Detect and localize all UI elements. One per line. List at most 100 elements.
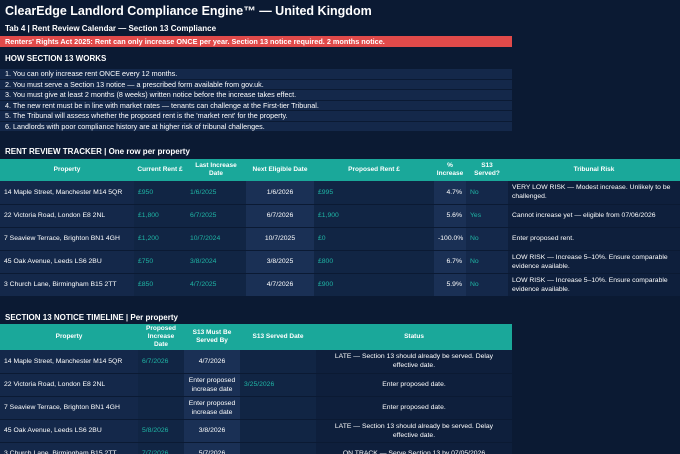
last-increase-cell[interactable]: 10/7/2024 [186,227,246,251]
rules-list: 1. You can only increase rent ONCE every… [0,69,512,132]
next-eligible-cell[interactable]: 1/6/2026 [246,181,314,205]
col-header-pct-increase: % Increase [434,159,466,181]
property-cell[interactable]: 22 Victoria Road, London E8 2NL [0,204,134,228]
s13-served-cell[interactable]: No [466,273,508,297]
rule-item: 5. The Tribunal will assess whether the … [0,111,512,122]
next-eligible-cell[interactable]: 4/7/2026 [246,273,314,297]
col-header-proposed-rent: Proposed Rent £ [314,159,434,181]
pct-increase-cell[interactable]: 5.9% [434,273,466,297]
last-increase-cell[interactable]: 3/8/2024 [186,250,246,274]
col-header-tribunal-risk: Tribunal Risk [508,159,680,181]
property-cell[interactable]: 3 Church Lane, Birmingham B15 2TT [0,442,138,454]
property-cell[interactable]: 7 Seaview Terrace, Brighton BN1 4GH [0,227,134,251]
next-eligible-cell[interactable]: 3/8/2025 [246,250,314,274]
property-cell[interactable]: 7 Seaview Terrace, Brighton BN1 4GH [0,396,138,420]
current-rent-cell[interactable]: £1,200 [134,227,186,251]
table-row: 7 Seaview Terrace, Brighton BN1 4GH Ente… [0,396,512,420]
served-by-cell[interactable]: 5/7/2026 [184,442,240,454]
table-row: 14 Maple Street, Manchester M14 5QR 6/7/… [0,350,512,374]
s13-served-cell[interactable]: No [466,250,508,274]
served-by-cell[interactable]: Enter proposed increase date [184,373,240,397]
col-header-current-rent: Current Rent £ [134,159,186,181]
current-rent-cell[interactable]: £750 [134,250,186,274]
col-header-property: Property [0,159,134,181]
proposed-rent-cell[interactable]: £995 [314,181,434,205]
rule-item: 4. The new rent must be in line with mar… [0,101,512,111]
status-cell[interactable]: LATE — Section 13 should already be serv… [316,419,512,443]
last-increase-cell[interactable]: 4/7/2025 [186,273,246,297]
alert-banner: Renters' Rights Act 2025: Rent can only … [0,36,512,47]
tribunal-risk-cell[interactable]: VERY LOW RISK — Modest increase. Unlikel… [508,181,680,205]
col-header-last-increase: Last Increase Date [186,159,246,181]
rule-item: 1. You can only increase rent ONCE every… [0,69,512,80]
served-date-cell[interactable] [240,396,316,420]
timeline-heading: SECTION 13 NOTICE TIMELINE | Per propert… [5,313,178,322]
current-rent-cell[interactable]: £1,800 [134,204,186,228]
current-rent-cell[interactable]: £950 [134,181,186,205]
served-date-cell[interactable] [240,419,316,443]
tribunal-risk-cell[interactable]: LOW RISK — Increase 5–10%. Ensure compar… [508,273,680,297]
app-title: ClearEdge Landlord Compliance Engine™ — … [5,4,372,18]
col-header-status: Status [316,324,512,350]
status-cell[interactable]: Enter proposed date. [316,373,512,397]
served-date-cell[interactable] [240,442,316,454]
table-row: 3 Church Lane, Birmingham B15 2TT £850 4… [0,273,680,297]
served-date-cell[interactable] [240,350,316,374]
s13-served-cell[interactable]: Yes [466,204,508,228]
property-cell[interactable]: 14 Maple Street, Manchester M14 5QR [0,181,134,205]
tracker-heading: RENT REVIEW TRACKER | One row per proper… [5,147,190,156]
proposed-date-cell[interactable]: 5/8/2026 [138,419,184,443]
s13-timeline-table: Property Proposed Increase Date S13 Must… [0,324,512,454]
table-row: 45 Oak Avenue, Leeds LS6 2BU 5/8/2026 3/… [0,419,512,443]
col-header-s13-served: S13 Served? [466,159,508,181]
pct-increase-cell[interactable]: 5.6% [434,204,466,228]
table-row: 22 Victoria Road, London E8 2NL £1,800 6… [0,204,680,228]
next-eligible-cell[interactable]: 10/7/2025 [246,227,314,251]
status-cell[interactable]: Enter proposed date. [316,396,512,420]
proposed-rent-cell[interactable]: £1,900 [314,204,434,228]
col-header-served-date: S13 Served Date [240,324,316,350]
property-cell[interactable]: 3 Church Lane, Birmingham B15 2TT [0,273,134,297]
status-cell[interactable]: LATE — Section 13 should already be serv… [316,350,512,374]
pct-increase-cell[interactable]: 4.7% [434,181,466,205]
table-row: 45 Oak Avenue, Leeds LS6 2BU £750 3/8/20… [0,250,680,274]
property-cell[interactable]: 45 Oak Avenue, Leeds LS6 2BU [0,419,138,443]
tab-label: Tab 4 | Rent Review Calendar — Section 1… [5,24,217,33]
col-header-property: Property [0,324,138,350]
col-header-next-eligible: Next Eligible Date [246,159,314,181]
proposed-date-cell[interactable] [138,396,184,420]
last-increase-cell[interactable]: 6/7/2025 [186,204,246,228]
s13-served-cell[interactable]: No [466,227,508,251]
property-cell[interactable]: 22 Victoria Road, London E8 2NL [0,373,138,397]
pct-increase-cell[interactable]: -100.0% [434,227,466,251]
tribunal-risk-cell[interactable]: LOW RISK — Increase 5–10%. Ensure compar… [508,250,680,274]
proposed-rent-cell[interactable]: £800 [314,250,434,274]
rule-item: 2. You must serve a Section 13 notice — … [0,80,512,90]
property-cell[interactable]: 45 Oak Avenue, Leeds LS6 2BU [0,250,134,274]
s13-served-cell[interactable]: No [466,181,508,205]
table-row: 22 Victoria Road, London E8 2NL Enter pr… [0,373,512,397]
proposed-rent-cell[interactable]: £0 [314,227,434,251]
tribunal-risk-cell[interactable]: Enter proposed rent. [508,227,680,251]
next-eligible-cell[interactable]: 6/7/2026 [246,204,314,228]
current-rent-cell[interactable]: £850 [134,273,186,297]
proposed-date-cell[interactable]: 7/7/2026 [138,442,184,454]
property-cell[interactable]: 14 Maple Street, Manchester M14 5QR [0,350,138,374]
table-row: 14 Maple Street, Manchester M14 5QR £950… [0,181,680,205]
proposed-date-cell[interactable] [138,373,184,397]
served-by-cell[interactable]: 3/8/2026 [184,419,240,443]
served-by-cell[interactable]: Enter proposed increase date [184,396,240,420]
served-by-cell[interactable]: 4/7/2026 [184,350,240,374]
table-row: 3 Church Lane, Birmingham B15 2TT 7/7/20… [0,442,512,454]
table-row: 7 Seaview Terrace, Brighton BN1 4GH £1,2… [0,227,680,251]
how-it-works-heading: HOW SECTION 13 WORKS [5,54,107,63]
pct-increase-cell[interactable]: 6.7% [434,250,466,274]
last-increase-cell[interactable]: 1/6/2025 [186,181,246,205]
tribunal-risk-cell[interactable]: Cannot increase yet — eligible from 07/0… [508,204,680,228]
rent-review-table: Property Current Rent £ Last Increase Da… [0,159,680,297]
status-cell[interactable]: ON TRACK — Serve Section 13 by 07/05/202… [316,442,512,454]
proposed-rent-cell[interactable]: £900 [314,273,434,297]
rule-item: 3. You must give at least 2 months (8 we… [0,90,512,101]
proposed-date-cell[interactable]: 6/7/2026 [138,350,184,374]
served-date-cell[interactable]: 3/25/2026 [240,373,316,397]
